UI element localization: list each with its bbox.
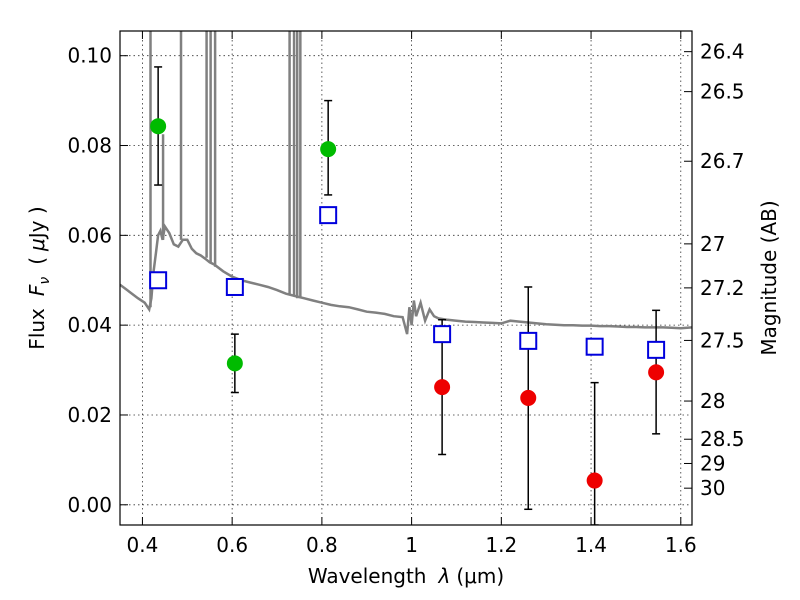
photometry-point: [586, 472, 603, 489]
y-tick-label: 0.08: [67, 134, 112, 158]
y2-axis-label: Magnitude (AB): [757, 200, 781, 355]
y2-tick-label: 28.5: [700, 427, 745, 451]
photometry-point: [150, 118, 167, 135]
model-square-marker: [319, 206, 338, 225]
x-axis-label: Wavelength λ (μm): [308, 564, 504, 588]
y2-tick-label: 26.7: [700, 149, 745, 173]
y2-tick-label: 27.2: [700, 276, 745, 300]
sed-model-line: [120, 223, 692, 335]
x-tick-label: 0.4: [127, 533, 159, 557]
photometry-point: [648, 364, 665, 381]
model-square-marker: [585, 337, 604, 356]
photometry-point: [434, 379, 451, 396]
model-square-marker: [225, 277, 244, 296]
axes: 0.4 0.6 0.8 1 1.2 1.4 1.6 0.00 0.02 0.04 0.06 0.08 0…: [67, 31, 745, 557]
photometry-point: [520, 389, 537, 406]
model-square-marker: [519, 331, 538, 350]
y2-tick-label: 28: [700, 389, 725, 413]
y-tick-label: 0.10: [67, 44, 112, 68]
x-tick-label: 1.2: [485, 533, 517, 557]
plot-area: [120, 31, 692, 525]
y2-tick-label: 27: [700, 232, 725, 256]
y-tick-label: 0.06: [67, 223, 112, 247]
y2-tick-label: 26.5: [700, 80, 745, 104]
y2-tick-label: 30: [700, 476, 725, 500]
y-tick-label: 0.02: [67, 403, 112, 427]
plot-frame: [119, 30, 693, 526]
photometry-point: [226, 355, 243, 372]
x-tick-label: 0.6: [216, 533, 248, 557]
x-tick-label: 1.4: [575, 533, 607, 557]
model-square-marker: [149, 271, 168, 290]
x-tick-label: 0.8: [306, 533, 338, 557]
y2-tick-label: 27.5: [700, 328, 745, 352]
y-axis-label: FluxFν(μJy ): [25, 206, 53, 349]
model-square-marker: [433, 325, 452, 344]
plot-clipped: [120, 31, 692, 525]
y2-tick-label: 26.4: [700, 40, 745, 64]
model-square-marker: [647, 340, 666, 359]
x-tick-label: 1: [405, 533, 418, 557]
photometry-point: [320, 141, 337, 158]
y2-tick-label: 29: [700, 451, 725, 475]
y-tick-label: 0.00: [67, 493, 112, 517]
y-tick-label: 0.04: [67, 313, 112, 337]
x-tick-label: 1.6: [665, 533, 697, 557]
